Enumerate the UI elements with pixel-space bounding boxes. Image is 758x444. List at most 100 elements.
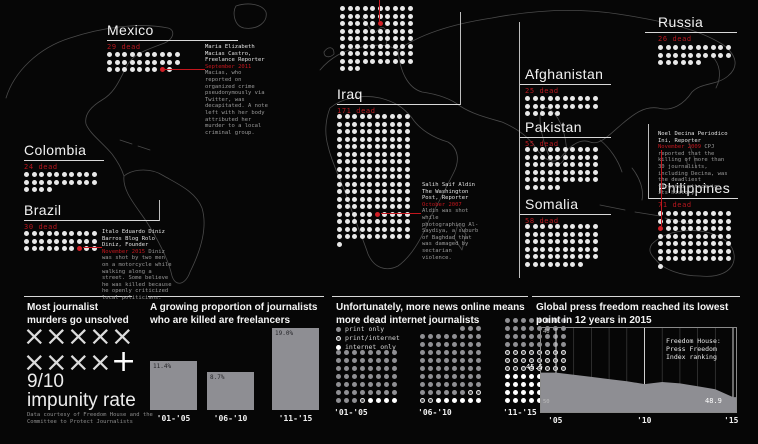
unit-dot-print [545,334,550,339]
victim-dot [337,151,342,157]
area-series [540,372,736,412]
victim-dot [114,67,120,72]
victim-dot [695,248,701,254]
victim-dot [159,52,165,57]
unit-dot-print [561,334,566,339]
unit-dot-print [428,358,433,363]
victim-dot [407,13,413,19]
victim-dot [688,211,693,216]
victim-dot [362,36,368,41]
victim-dot [540,254,545,259]
victim-dot [400,28,405,34]
victim-dot [688,52,693,58]
unit-dot-print [384,382,389,387]
victim-dot [344,204,350,209]
victim-dot [355,66,360,71]
victim-dot [39,231,44,236]
victim-dot [688,248,693,254]
unit-dot-print [444,334,449,339]
victim-dot [362,13,368,19]
victim-dot [389,114,395,119]
unit-dot-ring [561,366,566,371]
victim-dot [389,159,395,164]
victim-dot [555,184,560,190]
unit-dot-print [428,382,433,387]
country-rule-somalia [519,214,611,215]
unit-dot-print [420,366,425,371]
victim-dot [347,43,353,49]
victim-dot [129,59,135,65]
victim-dot [367,136,372,142]
victim-dot [359,129,365,134]
unit-dot-print [420,382,425,387]
victim-dot [362,21,368,26]
victim-dot [725,52,731,58]
unit-dot-ring [521,366,526,371]
victim-dot [61,231,67,236]
unit-dot-print [368,350,373,355]
victim-dot [385,43,390,49]
victim-dot [337,181,342,187]
unit-dot-print [505,326,510,331]
victim-dot [382,114,387,119]
victim-dot [340,43,345,49]
victim-dot [540,154,545,160]
victim-dot [680,211,686,216]
unit-dot-print [392,374,397,379]
bar-'01-'05: 11.4% [150,361,197,410]
victim-dot [547,177,553,182]
victim-dot [718,256,723,261]
country-rule-brazil [24,220,160,221]
annotation-body: Aldin was shot while photographing Al-Sa… [422,208,479,261]
x-icon: × [23,321,46,352]
legend-label: internet only [345,343,396,351]
victim-dot [592,224,598,229]
victim-dot [337,136,342,142]
victim-dot [337,196,342,202]
victim-dot [680,233,686,239]
country-label-pakistan: Pakistan [525,119,582,135]
victim-dot [577,169,583,175]
victim-dot [122,59,127,65]
victim-dot [389,234,395,239]
victim-dot [570,96,575,101]
victim-dot [355,51,360,56]
unit-dot-print [428,390,433,395]
unit-dot-print [344,358,349,363]
unit-dot-print [452,350,457,355]
victim-dot [389,151,395,157]
victim-dot [367,166,372,172]
panel-divider [148,296,324,297]
victim-dot [91,172,97,177]
unit-dot-net [537,382,542,387]
victim-dot [76,238,82,244]
victim-dot [547,103,553,109]
victim-dot [359,136,365,142]
victim-dot [703,211,708,216]
victim-dot [404,219,410,224]
victim-dot [352,114,357,119]
victim-dot [585,96,590,101]
unit-dot-print [368,358,373,363]
victim-dot [374,159,380,164]
unit-dot-print [392,382,397,387]
victim-dot [725,233,731,239]
victim-dot [710,226,716,231]
victim-dot [389,189,395,194]
victim-dot [359,159,365,164]
victim-dot [362,58,368,64]
unit-dot-net [521,374,526,379]
victim-dot [159,59,165,65]
victim-dot [24,187,29,192]
victim-dot [532,103,538,109]
victim-dot [577,154,583,160]
victim-dot [725,226,731,231]
victim-dot [344,129,350,134]
victim-dot [532,162,538,167]
victim-dot [555,169,560,175]
victim-dot [91,231,97,236]
unit-dot-print [436,382,441,387]
victim-dot [144,59,150,65]
x-tick-label: '01-'05 [334,408,368,417]
victim-dot [352,166,357,172]
